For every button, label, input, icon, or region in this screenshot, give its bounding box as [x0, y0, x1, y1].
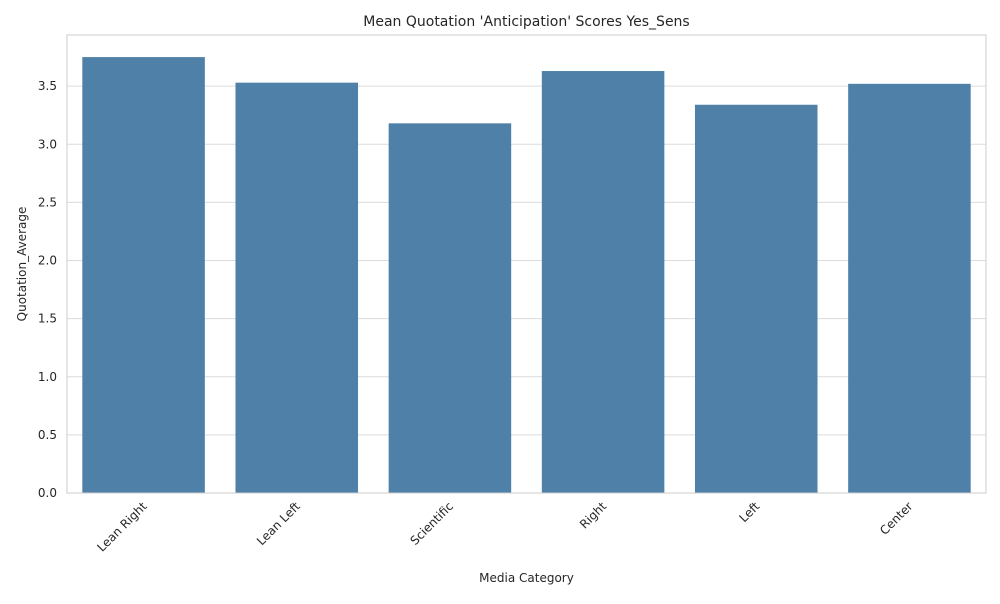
- y-tick-label: 0.0: [38, 486, 57, 500]
- x-tick-label: Lean Right: [94, 499, 150, 555]
- y-tick-label: 3.0: [38, 137, 57, 151]
- x-tick-labels: Lean Right Lean Left Scientific Right Left Ce…: [94, 499, 915, 555]
- bar: [848, 83, 971, 494]
- x-axis-label: Media Category: [479, 571, 574, 585]
- y-tick-label: 0.5: [38, 428, 57, 442]
- bar: [694, 104, 818, 494]
- bar: [541, 71, 665, 494]
- axes-frame: [66, 34, 987, 494]
- x-tick-label: Right: [577, 499, 609, 531]
- x-tick-label: Scientific: [407, 499, 456, 548]
- bars: [82, 57, 971, 494]
- y-axis-label: Quotation_Average: [15, 207, 29, 322]
- gridlines: [67, 85, 986, 494]
- x-tick-label: Center: [877, 499, 916, 538]
- y-tick-label: 1.0: [38, 370, 57, 384]
- x-tick-label: Left: [737, 499, 763, 525]
- bar: [235, 82, 359, 493]
- y-tick-label: 3.5: [38, 79, 57, 93]
- x-tick-label: Lean Left: [254, 499, 303, 548]
- bar: [388, 123, 512, 493]
- y-tick-label: 2.5: [38, 195, 57, 209]
- y-tick-label: 2.0: [38, 254, 57, 268]
- bar: [82, 57, 205, 493]
- chart-title: Mean Quotation 'Anticipation' Scores Yes…: [363, 14, 689, 30]
- y-tick-label: 1.5: [38, 312, 57, 326]
- y-tick-labels: 0.0 0.5 1.0 1.5 2.0 2.5 3.0 3.5: [38, 79, 57, 500]
